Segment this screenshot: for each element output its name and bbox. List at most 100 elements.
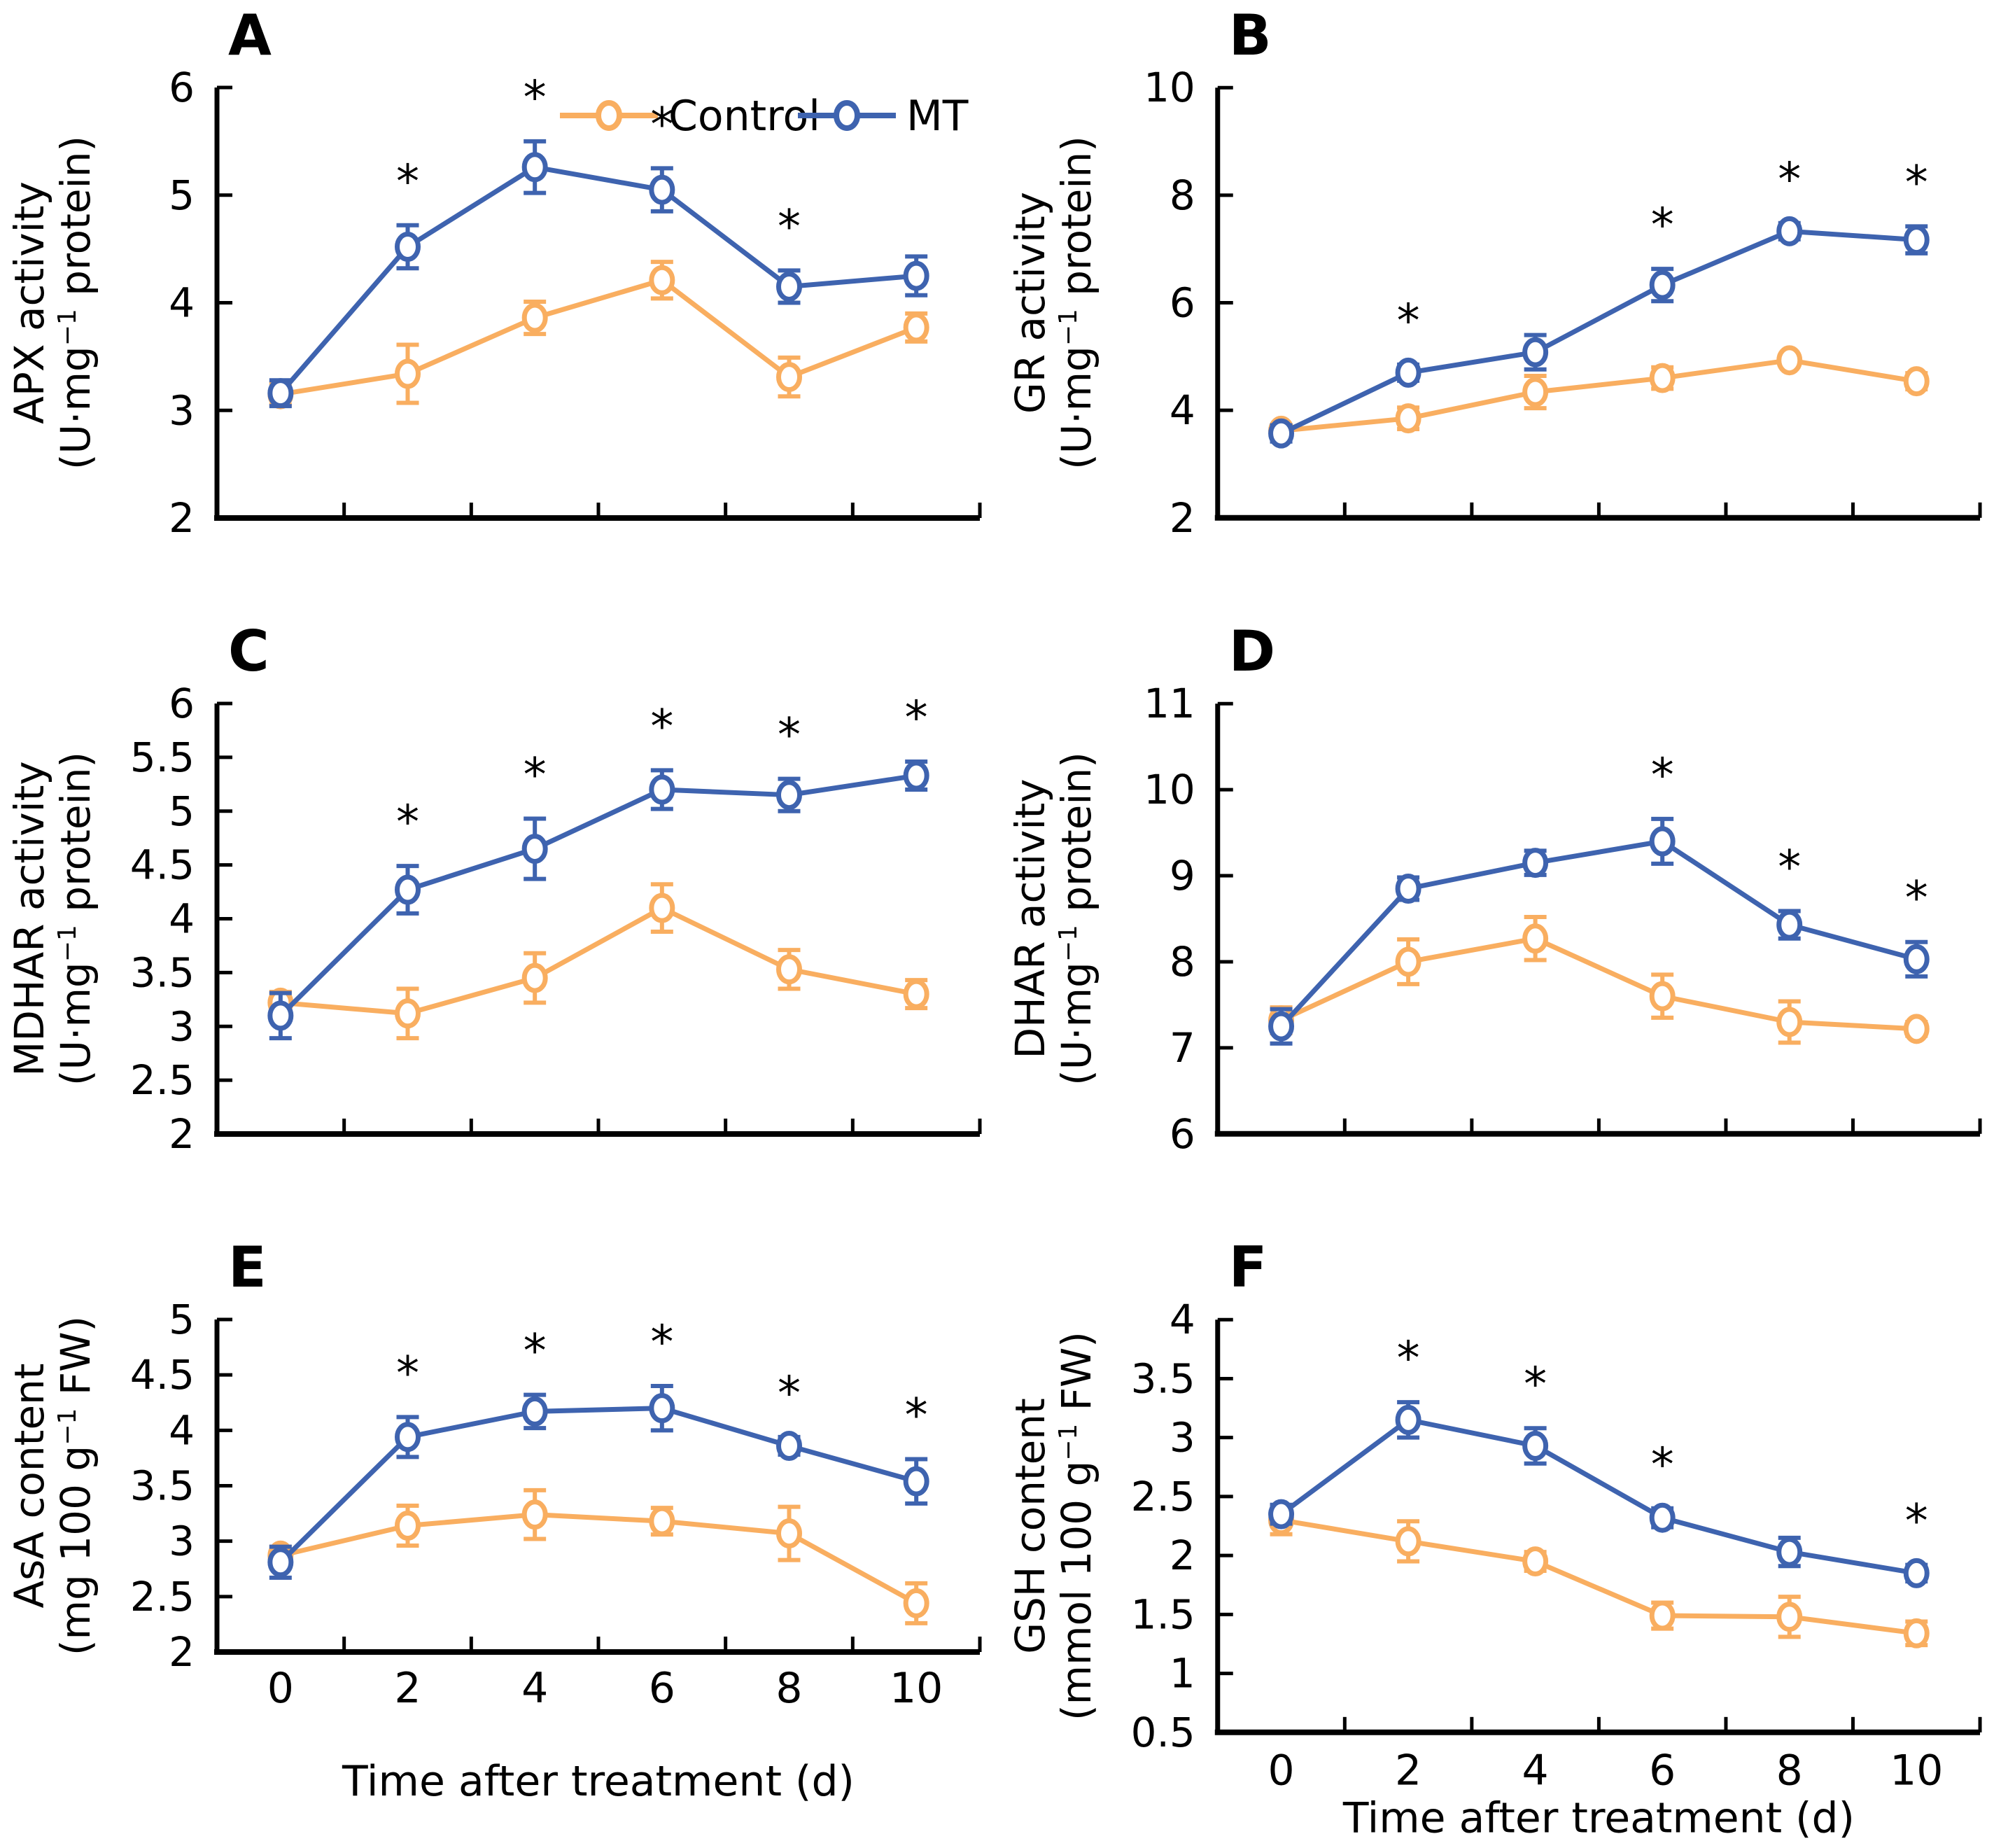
x-tick-label: 6 [1649,1746,1676,1795]
significance-asterisk: * [524,748,547,802]
panel-D: D 6 7 8 9 10 11 DHAR activity (U·mg−1 protein) * *… [1001,616,2001,1232]
y-tick-label: 5.5 [130,734,195,781]
data-point-control [1776,1007,1803,1037]
data-point-mt [903,260,929,291]
data-point-control [903,979,929,1009]
x-tick-label: 8 [775,1664,802,1713]
series-control [267,260,929,410]
x-tick-label: 10 [1890,1746,1943,1795]
panel-A: A 2 3 4 5 6 APX activity (U·mg−1 protein) Contro… [0,0,1001,616]
significance-asterisk: * [778,708,801,762]
y-tick-label: 4 [169,1406,195,1454]
data-point-mt [267,1000,294,1031]
significance-asterisk: * [650,699,673,753]
y-tick-label: 4.5 [130,1351,195,1399]
significance-asterisk: * [778,200,801,253]
data-point-mt [903,760,929,791]
significance-asterisk: * [650,1315,673,1369]
y-tick-label: 9 [1170,852,1195,899]
series-mt [1268,1400,1930,1588]
y-tick-label: 2.5 [130,1573,195,1620]
data-point-mt [521,152,548,183]
legend-label-control: Control [668,92,820,141]
data-point-control [1649,363,1676,393]
significance-asterisk: * [524,1324,547,1378]
y-axis-title-line2: (U·mg−1 protein) [1053,136,1100,470]
panel-letter-B: B [1229,3,1272,68]
series-mt [1268,816,1930,1046]
data-point-mt [1395,1404,1421,1435]
panel-B-chart: B 2 4 6 8 10 GR activity(U·mg−1 protein) * * * * [1006,3,1982,542]
y-tick-label: 3 [1170,1414,1195,1462]
data-point-control [395,358,421,389]
data-point-mt [395,232,421,262]
data-point-mt [649,174,675,205]
significance-asterisk: * [396,155,419,209]
data-point-mt [649,774,675,805]
data-point-mt [1903,1558,1930,1588]
series-mt [267,760,929,1041]
y-tick-label: 10 [1144,64,1195,111]
data-point-control [1903,1014,1930,1044]
significance-asterisk: * [1651,198,1674,252]
data-point-control [649,1506,675,1536]
data-point-control [1522,923,1549,954]
significance-asterisk: * [905,1389,928,1443]
significance-asterisk: * [1397,294,1420,348]
y-tick-label: 5 [169,1296,195,1343]
data-point-control [903,1588,929,1618]
series-control-line [1280,936,1917,1032]
panel-letter-D: D [1229,619,1275,684]
y-tick-label: 1 [1170,1650,1195,1698]
y-tick-label: 2 [169,1110,195,1158]
y-tick-label: 5 [169,788,195,835]
significance-asterisk: * [1905,1494,1928,1548]
data-point-mt [1776,909,1803,940]
significance-asterisk: * [396,1346,419,1400]
data-point-control [776,1518,802,1549]
legend: Control MT [560,92,969,141]
significance-asterisk: * [650,97,673,151]
significance-asterisk: * [1905,155,1928,209]
data-point-mt [521,834,548,864]
legend-marker-mt-icon [834,100,860,131]
data-point-mt [1268,1011,1295,1042]
y-tick-label: 0.5 [1131,1709,1195,1756]
y-axis-title-line2: (U·mg−1 protein) [52,136,99,470]
data-point-control [776,362,802,393]
data-point-mt [1649,826,1676,857]
series-control-line [280,1512,918,1606]
data-point-mt [1395,874,1421,904]
significance-asterisk: * [1778,840,1801,894]
data-point-mt [267,1547,294,1578]
x-tick-label: 0 [1268,1746,1294,1795]
series-control-line [1281,358,1917,433]
y-axis-title-line1: APX activity [6,181,53,424]
y-tick-label: 2 [169,494,195,542]
y-tick-label: 8 [1170,172,1195,219]
y-tick-label: 2 [169,1628,195,1676]
data-point-mt [1395,357,1421,388]
series-control-line [280,277,918,397]
series-mt [267,139,929,409]
y-axis-title-line1: AsA content [6,1363,53,1608]
y-axis-title-line1: DHAR activity [1006,778,1054,1058]
significance-asterisk: * [778,1366,801,1420]
panel-B: B 2 4 6 8 10 GR activity (U·mg−1 protein) * * * * [1001,0,2001,616]
data-point-mt [776,1431,802,1461]
series-control [1268,1504,1930,1648]
series-control [1268,345,1930,446]
y-tick-label: 1.5 [1131,1590,1195,1638]
y-axis-title-line2: (mmol 100 g−1 FW) [1053,1331,1100,1721]
panel-F-chart: F 0.5 1 1.5 2 2.5 3 3.5 4 GSH content(mmol 100 g−… [1006,1235,1982,1843]
data-point-mt [1649,1502,1676,1533]
significance-asterisk: * [1905,872,1928,925]
y-tick-label: 5 [169,172,195,219]
series-mt-line [279,1406,918,1564]
data-point-control [521,962,548,993]
data-point-control [649,265,675,295]
significance-asterisk: * [1651,1438,1674,1492]
y-axis-title-line1: GR activity [1006,192,1054,414]
data-point-mt [776,780,802,811]
x-tick-label: 4 [1522,1746,1549,1795]
